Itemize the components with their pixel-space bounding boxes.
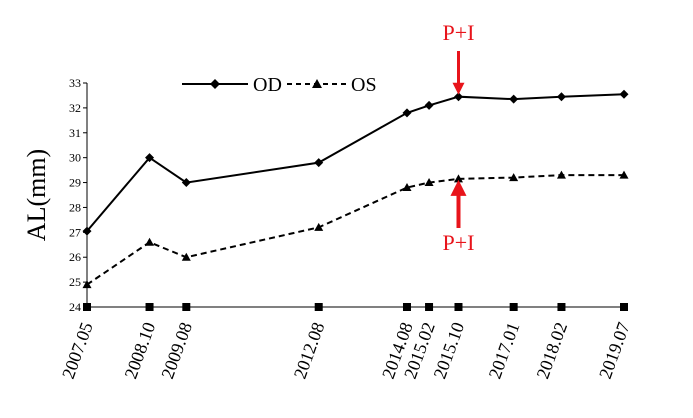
y-tick-label: 26 [69, 250, 81, 264]
x-tick-label: 2018.02 [532, 320, 571, 382]
data-point-od [619, 89, 629, 99]
x-tick-marker [402, 303, 411, 311]
x-tick-marker [425, 303, 434, 311]
y-tick-label: 28 [69, 200, 81, 214]
annotation-label-1: P+I [443, 230, 475, 255]
data-point-os [509, 173, 519, 182]
y-axis-label: AL(mm) [22, 149, 51, 241]
y-tick-label: 25 [69, 275, 81, 289]
x-tick-marker [145, 303, 154, 311]
legend-label-os: OS [351, 74, 377, 96]
data-point-os [402, 183, 412, 192]
legend-label-od: OD [253, 74, 282, 96]
data-point-od [556, 92, 566, 102]
series-line-od [86, 93, 625, 232]
x-tick-label: 2017.01 [485, 320, 524, 382]
x-tick-marker [454, 303, 463, 311]
data-point-od [402, 108, 412, 118]
data-point-os [556, 170, 566, 179]
x-tick-label: 2012.08 [290, 320, 329, 382]
plot-area: 24 25 26 27 28 29 30 31 32 33 2007.05 2008.102009.0… [58, 20, 634, 381]
x-tick-label: 2008.10 [120, 320, 159, 382]
x-tick-marker [509, 303, 518, 311]
data-point-od [424, 100, 434, 110]
x-tick-marker [83, 303, 91, 311]
x-tick-label: 2009.08 [157, 320, 196, 382]
x-tick-marker [314, 303, 323, 311]
y-tick-label: 32 [69, 101, 81, 115]
y-tick-label: 27 [69, 225, 81, 239]
y-tick-label: 30 [69, 151, 81, 165]
data-point-os [145, 237, 155, 246]
legend-marker-os [312, 79, 322, 88]
data-point-od [82, 226, 92, 236]
data-point-os [619, 170, 629, 179]
annotation-label-0: P+I [443, 20, 475, 45]
data-point-os [82, 280, 92, 289]
data-point-od [314, 158, 324, 168]
data-point-os [424, 178, 434, 187]
data-point-os [314, 222, 324, 231]
data-point-od [181, 178, 191, 188]
y-tick-label: 33 [69, 76, 81, 90]
legend: OD OS [182, 74, 377, 96]
x-tick-label: 2019.07 [595, 320, 634, 382]
series-line-os [86, 174, 624, 286]
y-tick-label: 29 [69, 176, 81, 190]
data-point-od [453, 92, 463, 102]
data-point-od [509, 94, 519, 104]
x-tick-label: 2007.05 [58, 320, 97, 382]
y-tick-label: 24 [69, 300, 81, 314]
data-point-os [181, 252, 191, 261]
y-tick-label: 31 [69, 126, 81, 140]
legend-marker-od [210, 79, 220, 89]
x-tick-marker [182, 303, 191, 311]
data-point-od [145, 153, 155, 163]
x-tick-marker [557, 303, 566, 311]
x-tick-marker [620, 303, 628, 311]
